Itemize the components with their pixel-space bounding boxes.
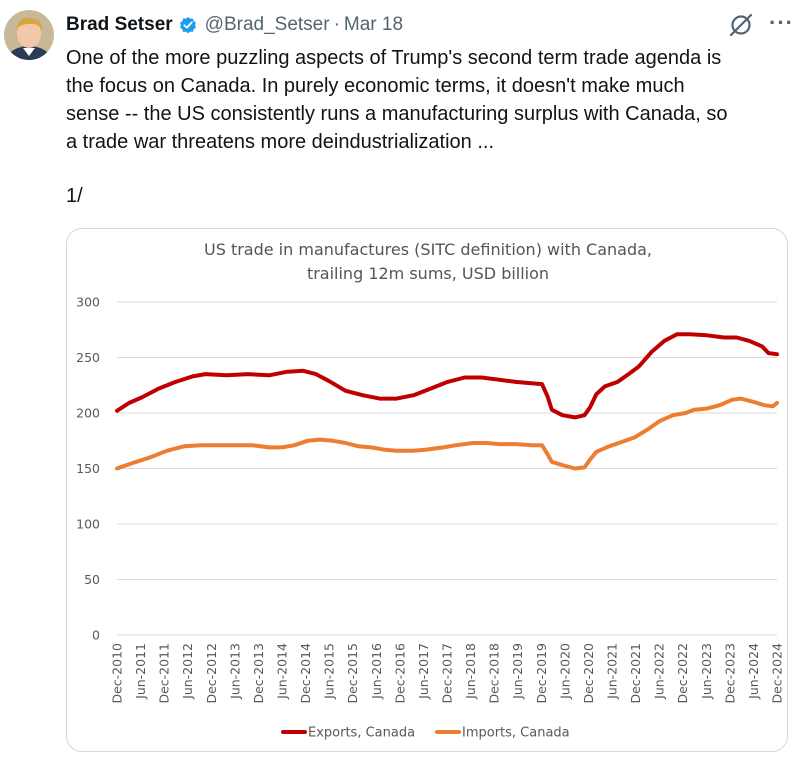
verified-badge-icon — [178, 15, 198, 35]
chart-image-card[interactable]: US trade in manufactures (SITC definitio… — [66, 228, 788, 752]
legend-label-exports: Exports, Canada — [308, 726, 415, 741]
x-tick-label: Dec-2011 — [157, 643, 172, 704]
x-tick-label: Jun-2015 — [322, 643, 337, 700]
x-tick-label: Jun-2022 — [652, 643, 667, 700]
x-tick-label: Jun-2013 — [227, 643, 242, 700]
x-tick-label: Jun-2018 — [463, 643, 478, 700]
tweet-text: One of the more puzzling aspects of Trum… — [66, 47, 728, 153]
x-tick-label: Dec-2010 — [110, 643, 125, 704]
x-tick-label: Dec-2024 — [770, 643, 785, 704]
series-line-exports — [115, 332, 779, 420]
grok-icon[interactable] — [728, 12, 754, 38]
x-tick-label: Dec-2013 — [251, 643, 266, 704]
y-tick-label: 200 — [76, 406, 100, 421]
y-tick-label: 150 — [76, 461, 100, 476]
chart: US trade in manufactures (SITC definitio… — [76, 240, 785, 741]
y-tick-label: 50 — [84, 572, 100, 587]
tweet-header: Brad Setser @Brad_Setser · Mar 18 — [66, 12, 806, 38]
x-tick-label: Dec-2014 — [298, 643, 313, 704]
x-tick-label: Dec-2012 — [204, 643, 219, 704]
tweet-date[interactable]: Mar 18 — [343, 14, 404, 35]
x-tick-label: Dec-2023 — [722, 643, 737, 704]
separator-dot: · — [333, 14, 340, 35]
x-tick-label: Jun-2012 — [180, 643, 195, 700]
y-tick-label: 300 — [76, 295, 100, 310]
x-tick-label: Jun-2011 — [133, 643, 148, 700]
x-tick-label: Jun-2024 — [746, 643, 761, 700]
author-name[interactable]: Brad Setser — [66, 14, 173, 35]
x-tick-label: Jun-2020 — [557, 643, 572, 700]
x-tick-label: Jun-2021 — [605, 643, 620, 700]
y-tick-label: 250 — [76, 350, 100, 365]
x-tick-label: Dec-2017 — [440, 643, 455, 704]
x-tick-label: Jun-2014 — [275, 643, 290, 700]
x-tick-label: Dec-2015 — [345, 643, 360, 704]
legend-label-imports: Imports, Canada — [462, 726, 570, 741]
series-line-imports — [115, 396, 779, 471]
x-tick-label: Jun-2023 — [699, 643, 714, 700]
chart-title-line-1: US trade in manufactures (SITC definitio… — [204, 240, 652, 259]
chart-title-line-2: trailing 12m sums, USD billion — [307, 264, 549, 283]
x-tick-label: Dec-2020 — [581, 643, 596, 704]
more-icon[interactable]: ··· — [769, 10, 794, 35]
x-tick-label: Jun-2019 — [510, 643, 525, 700]
x-tick-label: Dec-2019 — [534, 643, 549, 704]
x-tick-label: Dec-2021 — [628, 643, 643, 704]
avatar-image — [4, 10, 54, 60]
x-tick-label: Jun-2017 — [416, 643, 431, 700]
y-tick-label: 0 — [92, 628, 100, 643]
x-tick-label: Dec-2018 — [487, 643, 502, 704]
thread-marker: 1/ — [66, 185, 83, 207]
x-tick-label: Jun-2016 — [369, 643, 384, 700]
author-handle[interactable]: @Brad_Setser — [204, 14, 330, 35]
y-tick-label: 100 — [76, 517, 100, 532]
x-tick-label: Dec-2016 — [392, 643, 407, 704]
x-tick-label: Dec-2022 — [675, 643, 690, 704]
avatar[interactable] — [4, 10, 54, 60]
